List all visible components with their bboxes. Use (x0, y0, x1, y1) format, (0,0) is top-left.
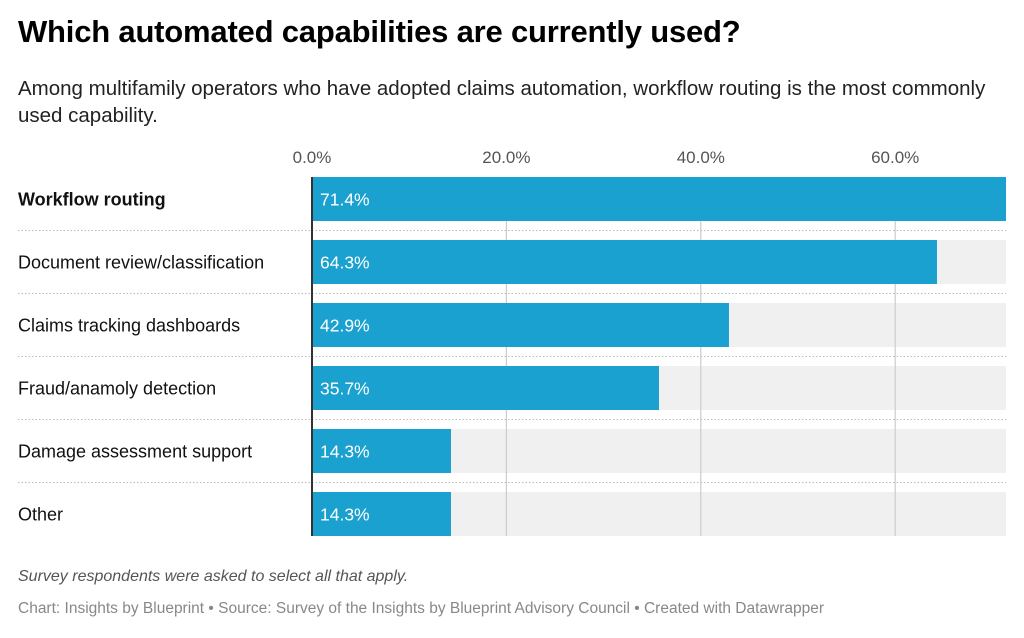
chart-note: Survey respondents were asked to select … (18, 568, 409, 585)
category-label: Fraud/anamoly detection (18, 379, 216, 399)
chart-subtitle: Among multifamily operators who have ado… (18, 77, 986, 127)
chart-footer: Chart: Insights by Blueprint • Source: S… (18, 600, 825, 617)
x-tick-label: 0.0% (293, 148, 332, 167)
category-label: Damage assessment support (18, 442, 252, 462)
bar (312, 177, 1006, 221)
x-tick-label: 40.0% (677, 148, 725, 167)
category-label: Claims tracking dashboards (18, 316, 240, 336)
x-tick-label: 60.0% (871, 148, 919, 167)
category-label: Document review/classification (18, 253, 264, 273)
bar-value-label: 14.3% (320, 505, 370, 525)
bar-value-label: 14.3% (320, 442, 370, 462)
chart-title: Which automated capabilities are current… (18, 14, 741, 49)
bar (312, 303, 729, 347)
bar (312, 429, 451, 473)
bar (312, 240, 937, 284)
bar-value-label: 64.3% (320, 253, 370, 273)
category-label: Workflow routing (18, 190, 166, 210)
bar (312, 492, 451, 536)
bar-value-label: 71.4% (320, 190, 370, 210)
bar-chart: 0.0% 20.0% 40.0% 60.0% 71.4% Workflow routing… (18, 148, 1006, 536)
bar-value-label: 42.9% (320, 316, 370, 336)
x-tick-label: 20.0% (482, 148, 530, 167)
bar-value-label: 35.7% (320, 379, 370, 399)
bar (312, 366, 659, 410)
category-label: Other (18, 505, 63, 525)
